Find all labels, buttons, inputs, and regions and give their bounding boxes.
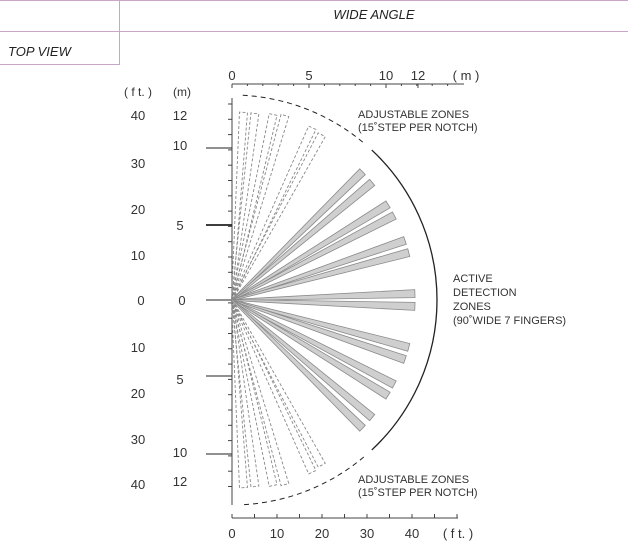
annotations: ADJUSTABLE ZONES(15˚STEP PER NOTCH)ACTIV… — [358, 109, 566, 499]
left-axis-ft-header: ( f t. ) — [124, 85, 152, 99]
bottom-axis: 0 10 20 30 40 ( f t. ) — [228, 514, 473, 541]
active-detection-zones-label: (90˚WIDE 7 FINGERS) — [453, 315, 566, 327]
left-axis-m-label: 10 — [173, 445, 187, 460]
adjustable-range-arc-bottom — [242, 456, 365, 506]
top-axis-tick-label: 10 — [379, 68, 393, 83]
bottom-axis-unit: ( f t. ) — [443, 526, 473, 541]
active-range-arc — [371, 149, 438, 451]
top-axis-tick-label: 12 — [411, 68, 425, 83]
active-fingers — [231, 168, 416, 432]
left-axis-ft-label: 40 — [131, 108, 145, 123]
table-label-divider — [0, 64, 120, 65]
active-finger — [231, 211, 397, 301]
bottom-axis-tick-label: 10 — [270, 526, 284, 541]
top-axis-tick-label: 5 — [305, 68, 312, 83]
adjustable-finger-bottom — [231, 299, 260, 488]
left-axis-ft-label: 40 — [131, 477, 145, 492]
bottom-axis-tick-label: 30 — [360, 526, 374, 541]
top-axis-tick-label: 0 — [228, 68, 235, 83]
left-axis-ft-label: 30 — [131, 432, 145, 447]
left-axis-m-label: 5 — [176, 218, 183, 233]
page-title: WIDE ANGLE — [333, 7, 415, 22]
left-axis-m-label: 0 — [178, 293, 185, 308]
view-label: TOP VIEW — [8, 44, 71, 59]
left-axis-ft-label: 10 — [131, 248, 145, 263]
bottom-axis-tick-label: 0 — [228, 526, 235, 541]
adjustable-finger-top — [231, 112, 260, 301]
active-detection-zones-label: ACTIVE — [453, 273, 493, 285]
adjustable-finger-bottom — [230, 299, 278, 487]
active-detection-zones-label: ZONES — [453, 301, 491, 313]
bottom-axis-tick-label: 40 — [405, 526, 419, 541]
active-finger — [231, 299, 366, 432]
left-axis-m-label: 12 — [173, 108, 187, 123]
adjustable-zones-bottom-label: ADJUSTABLE ZONES — [358, 474, 469, 486]
table-column-divider — [119, 0, 120, 64]
top-axis: 0 5 10 12 ( m ) — [228, 68, 479, 88]
adjustable-zones-bottom-label: (15˚STEP PER NOTCH) — [358, 487, 478, 499]
left-axis-m-label: 12 — [173, 474, 187, 489]
adjustable-finger-bottom — [230, 299, 317, 475]
active-finger — [231, 299, 397, 389]
adjustable-finger-bottom — [231, 299, 248, 489]
adjustable-finger-top — [230, 125, 317, 301]
left-axis-m-label: 10 — [173, 138, 187, 153]
left-axis-ft-label: 30 — [131, 156, 145, 171]
left-axis-ft-label: 20 — [131, 386, 145, 401]
left-axis-m-label: 5 — [176, 372, 183, 387]
left-axis-m-header: (m) — [173, 85, 191, 99]
top-axis-unit: ( m ) — [453, 68, 480, 83]
adjustable-finger-top — [231, 111, 248, 301]
range-arcs — [242, 94, 438, 506]
adjustable-finger-bottom — [230, 299, 326, 468]
left-axis-ft-label: 0 — [137, 293, 144, 308]
left-axis-ft-label: 10 — [131, 340, 145, 355]
adjustable-finger-top — [230, 113, 278, 301]
left-axis-ft-label: 20 — [131, 202, 145, 217]
adjustable-zones-top-label: ADJUSTABLE ZONES — [358, 109, 469, 121]
adjustable-range-arc-top — [242, 94, 365, 144]
table-top-border — [0, 0, 628, 1]
left-axis: ( f t. ) (m) 40 30 20 10 0 10 20 30 40 12 10 5 0 5 10 12 — [124, 85, 233, 505]
adjustable-zones-top-label: (15˚STEP PER NOTCH) — [358, 122, 478, 134]
adjustable-finger-top — [230, 132, 326, 301]
bottom-axis-tick-label: 20 — [315, 526, 329, 541]
table-header-divider — [0, 31, 628, 32]
active-detection-zones-label: DETECTION — [453, 287, 517, 299]
